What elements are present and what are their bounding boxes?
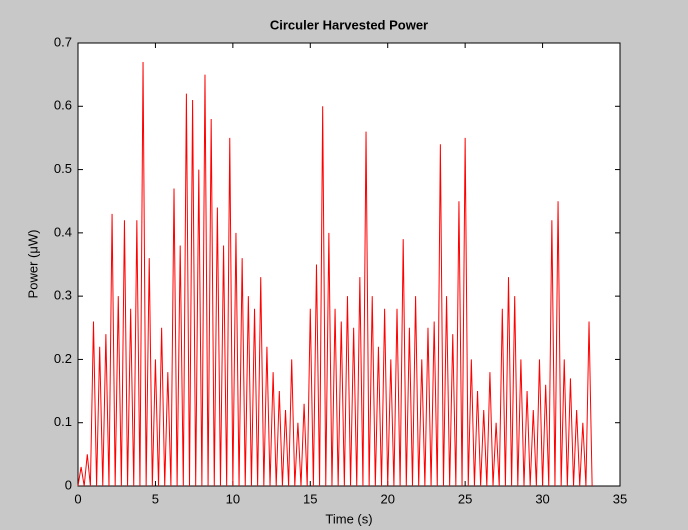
x-tick-label: 35: [613, 491, 627, 506]
x-tick-label: 30: [535, 491, 549, 506]
x-tick-label: 20: [380, 491, 394, 506]
x-tick-label: 10: [226, 491, 240, 506]
y-tick-label: 0.4: [54, 224, 72, 239]
y-tick-label: 0.6: [54, 98, 72, 113]
y-axis-label: Power (μW): [25, 230, 40, 299]
y-tick-label: 0.5: [54, 161, 72, 176]
y-tick-label: 0.1: [54, 414, 72, 429]
x-tick-label: 0: [74, 491, 81, 506]
y-tick-label: 0.7: [54, 34, 72, 49]
y-tick-label: 0.3: [54, 288, 72, 303]
chart-title: Circuler Harvested Power: [270, 17, 428, 32]
x-axis-label: Time (s): [325, 511, 372, 526]
data-line: [77, 61, 593, 487]
y-tick-label: 0: [65, 477, 72, 492]
x-tick-label: 5: [152, 491, 159, 506]
x-tick-label: 15: [303, 491, 317, 506]
x-tick-label: 25: [458, 491, 472, 506]
y-tick-label: 0.2: [54, 351, 72, 366]
